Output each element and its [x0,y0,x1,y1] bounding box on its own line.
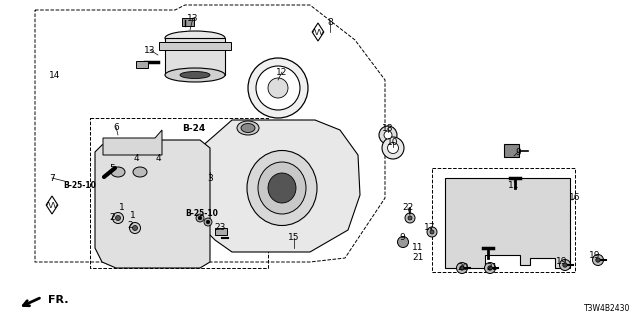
Circle shape [593,254,604,266]
Circle shape [484,262,495,274]
Bar [159,42,231,50]
Circle shape [430,230,434,234]
Text: 9: 9 [399,234,405,243]
Text: 22: 22 [403,204,413,212]
Bar [182,18,194,26]
Circle shape [256,66,300,110]
Text: 21: 21 [486,263,498,273]
Circle shape [460,266,464,270]
Circle shape [204,218,212,226]
Text: B-25-10: B-25-10 [186,209,218,218]
Circle shape [382,137,404,159]
Text: 12: 12 [276,68,288,76]
Circle shape [456,262,467,274]
Text: 23: 23 [214,223,226,233]
Ellipse shape [247,150,317,226]
Text: 16: 16 [569,194,580,203]
Circle shape [198,216,202,220]
Circle shape [397,236,408,247]
Text: B-24: B-24 [182,124,205,132]
Ellipse shape [111,167,125,177]
Bar [504,144,519,157]
Text: 2: 2 [109,213,115,222]
Circle shape [488,266,492,270]
Ellipse shape [241,124,255,132]
Circle shape [384,131,392,139]
Circle shape [132,226,138,230]
Bar [136,61,148,68]
Text: 13: 13 [188,13,199,22]
Circle shape [206,220,210,224]
Text: 19: 19 [589,251,601,260]
Text: 1: 1 [130,211,136,220]
Text: T3W4B2430: T3W4B2430 [584,304,630,313]
Text: 18: 18 [382,124,394,132]
Text: 7: 7 [49,173,55,182]
Text: 2: 2 [127,220,133,229]
Circle shape [427,227,437,237]
Text: 15: 15 [288,234,300,243]
Bar [215,228,227,235]
Text: 3: 3 [207,173,213,182]
Circle shape [563,263,567,267]
Text: 11: 11 [412,244,424,252]
Ellipse shape [165,31,225,45]
Circle shape [115,215,120,220]
Circle shape [596,258,600,262]
Ellipse shape [133,167,147,177]
Ellipse shape [165,68,225,82]
Polygon shape [103,130,162,155]
Text: 6: 6 [113,123,119,132]
Circle shape [248,58,308,118]
Text: 5: 5 [109,164,115,172]
Circle shape [408,216,412,220]
Text: 1: 1 [119,204,125,212]
Text: 19: 19 [556,258,568,267]
Text: 21: 21 [412,253,424,262]
Text: 11: 11 [508,180,520,189]
Text: 4: 4 [133,154,139,163]
Text: B-25-10: B-25-10 [63,180,97,189]
Text: 4: 4 [155,154,161,163]
Text: 10: 10 [387,138,399,147]
Ellipse shape [268,173,296,203]
Bar [165,38,225,75]
Ellipse shape [258,162,306,214]
Text: 20: 20 [458,263,468,273]
Circle shape [405,213,415,223]
Text: 8: 8 [327,18,333,27]
Circle shape [129,222,141,234]
Polygon shape [95,140,210,268]
Text: 13: 13 [144,45,156,54]
Circle shape [379,126,397,144]
Polygon shape [200,120,360,252]
Polygon shape [445,178,570,268]
Text: 14: 14 [49,70,61,79]
Circle shape [559,260,570,270]
Circle shape [387,142,399,154]
Circle shape [268,78,288,98]
Ellipse shape [237,121,259,135]
Ellipse shape [180,71,210,78]
Text: 17: 17 [424,223,436,233]
Circle shape [196,214,204,222]
Text: FR.: FR. [48,295,68,305]
Text: 9: 9 [515,148,521,156]
Circle shape [113,212,124,223]
